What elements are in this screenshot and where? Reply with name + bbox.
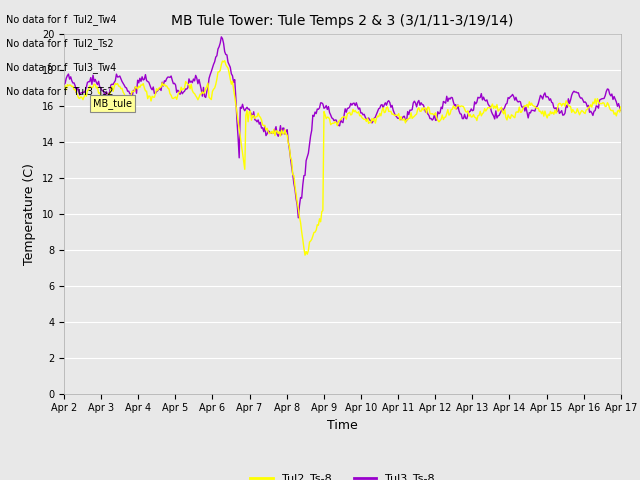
Tul3_Ts-8 [606, 91, 614, 97]
Tul2_Ts-8 [617, 104, 625, 110]
Text: No data for f  Tul2_Ts2: No data for f Tul2_Ts2 [6, 38, 114, 49]
Tul2_Ts-8 [60, 87, 68, 93]
Tul2_Ts-8 [327, 122, 335, 128]
Tul3_Ts-8 [218, 34, 225, 40]
Tul3_Ts-8 [327, 112, 335, 118]
Text: No data for f  Tul3_Ts2: No data for f Tul3_Ts2 [6, 86, 114, 97]
Tul2_Ts-8 [301, 252, 309, 258]
Tul2_Ts-8 [330, 120, 338, 126]
Tul2_Ts-8 [394, 113, 401, 119]
Y-axis label: Temperature (C): Temperature (C) [23, 163, 36, 264]
Tul2_Ts-8 [364, 116, 371, 121]
Tul3_Ts-8 [294, 215, 302, 221]
Line: Tul2_Ts-8: Tul2_Ts-8 [64, 60, 621, 255]
Tul3_Ts-8 [617, 108, 625, 113]
Text: No data for f  Tul3_Tw4: No data for f Tul3_Tw4 [6, 62, 116, 73]
Tul2_Ts-8 [606, 106, 614, 111]
Tul3_Ts-8 [519, 105, 527, 110]
Tul3_Ts-8 [330, 118, 338, 123]
Title: MB Tule Tower: Tule Temps 2 & 3 (3/1/11-3/19/14): MB Tule Tower: Tule Temps 2 & 3 (3/1/11-… [172, 14, 513, 28]
X-axis label: Time: Time [327, 419, 358, 432]
Tul3_Ts-8 [394, 115, 401, 121]
Text: No data for f  Tul2_Tw4: No data for f Tul2_Tw4 [6, 14, 116, 25]
Legend: Tul2_Ts-8, Tul3_Ts-8: Tul2_Ts-8, Tul3_Ts-8 [246, 469, 439, 480]
Line: Tul3_Ts-8: Tul3_Ts-8 [64, 37, 621, 218]
Tul3_Ts-8 [60, 82, 68, 87]
Tul2_Ts-8 [221, 58, 228, 63]
Tul2_Ts-8 [519, 107, 527, 112]
Tul3_Ts-8 [364, 116, 371, 121]
Text: MB_tule: MB_tule [93, 98, 132, 109]
